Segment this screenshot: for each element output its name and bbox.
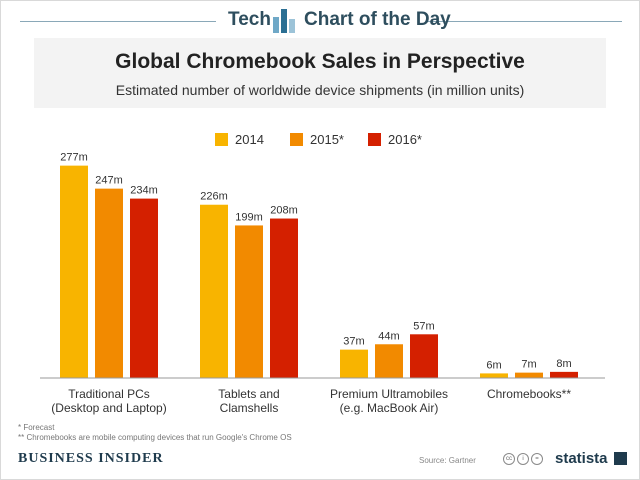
category-label: Traditional PCs bbox=[68, 387, 150, 401]
chart-title: Global Chromebook Sales in Perspective bbox=[115, 50, 525, 73]
bar bbox=[410, 334, 438, 378]
title-box: Global Chromebook Sales in Perspective E… bbox=[34, 38, 606, 108]
legend-label: 2015* bbox=[310, 132, 344, 147]
legend-label: 2016* bbox=[388, 132, 422, 147]
bar bbox=[235, 225, 263, 378]
data-label: 37m bbox=[343, 336, 364, 348]
data-label: 247m bbox=[95, 175, 123, 187]
source-label: Source: Gartner bbox=[419, 456, 476, 465]
footnote-chromebooks: ** Chromebooks are mobile computing devi… bbox=[18, 433, 292, 442]
footnote-forecast: * Forecast bbox=[18, 423, 55, 432]
category-label: (e.g. MacBook Air) bbox=[340, 401, 439, 415]
bar-chart: 2014 2015* 2016* 277m 247m 234m Traditional PC… bbox=[40, 132, 605, 415]
statista-logo-icon bbox=[614, 452, 627, 465]
bar bbox=[480, 373, 508, 378]
bar bbox=[270, 218, 298, 378]
data-label: 57m bbox=[413, 320, 434, 332]
data-label: 226m bbox=[200, 191, 228, 203]
legend-swatch-2014 bbox=[215, 133, 228, 146]
header-rule-left bbox=[20, 21, 216, 22]
bar bbox=[200, 204, 228, 378]
data-label: 44m bbox=[378, 330, 399, 342]
business-insider-logo: BUSINESS INSIDER bbox=[18, 451, 164, 466]
data-label: 277m bbox=[60, 152, 88, 164]
bar bbox=[340, 349, 368, 378]
bar bbox=[515, 372, 543, 378]
attribution-icon: i bbox=[517, 453, 529, 465]
statista-logo: statista bbox=[555, 450, 608, 467]
category-label: (Desktop and Laptop) bbox=[51, 401, 166, 415]
category-label: Chromebooks** bbox=[487, 387, 571, 401]
legend-swatch-2016 bbox=[368, 133, 381, 146]
bar-chart-logo-icon bbox=[273, 9, 295, 33]
legend-swatch-2015 bbox=[290, 133, 303, 146]
bar bbox=[95, 188, 123, 378]
header-rule-right bbox=[426, 21, 622, 22]
data-label: 234m bbox=[130, 185, 158, 197]
data-label: 208m bbox=[270, 205, 298, 217]
category-label: Premium Ultramobiles bbox=[330, 387, 448, 401]
category-label: Clamshells bbox=[220, 401, 279, 415]
chart-subtitle: Estimated number of worldwide device shi… bbox=[115, 82, 525, 98]
data-label: 199m bbox=[235, 211, 263, 223]
legend-label: 2014 bbox=[235, 132, 264, 147]
no-derivatives-icon: = bbox=[531, 453, 543, 465]
cc-icon: cc bbox=[503, 453, 515, 465]
category-label: Tablets and bbox=[218, 387, 279, 401]
data-label: 7m bbox=[521, 359, 536, 371]
bar bbox=[130, 198, 158, 378]
header-chart-of-the-day: Chart of the Day bbox=[304, 9, 451, 30]
bar bbox=[60, 165, 88, 378]
data-label: 6m bbox=[486, 359, 501, 371]
bar bbox=[375, 344, 403, 378]
bar bbox=[550, 371, 578, 378]
header-tech-label: Tech bbox=[228, 9, 271, 30]
data-label: 8m bbox=[556, 358, 571, 370]
